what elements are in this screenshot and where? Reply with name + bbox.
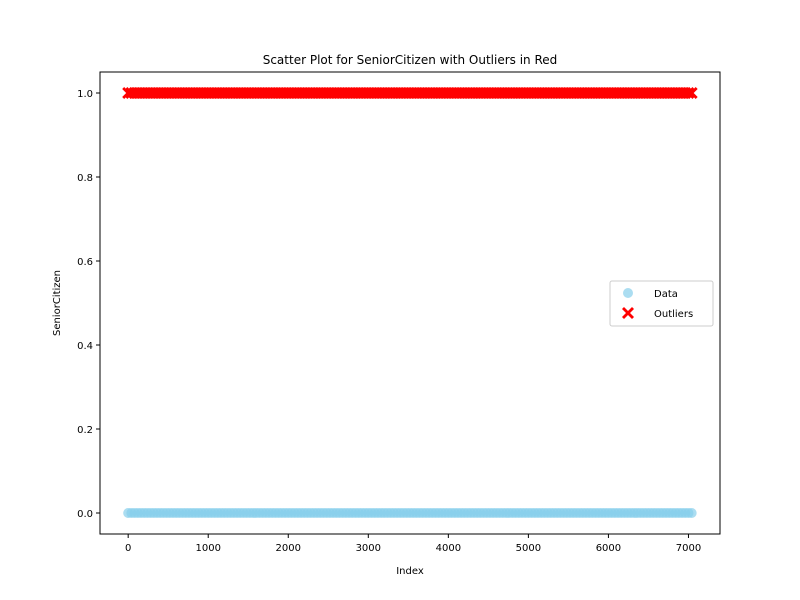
y-tick-label: 0.6 — [77, 257, 93, 268]
y-tick-label: 1.0 — [77, 89, 93, 100]
legend: Data Outliers — [609, 280, 714, 327]
x-tick-label: 4000 — [436, 543, 461, 554]
y-tick-label: 0.0 — [77, 509, 93, 520]
x-tick-label: 1000 — [195, 543, 220, 554]
plot-area — [122, 87, 698, 518]
legend-data-label: Data — [654, 289, 678, 300]
axis-ticks: 0 1000 2000 3000 4000 5000 6000 7000 0.0 0.2 0.4 0.… — [77, 71, 721, 554]
series-data — [123, 508, 697, 518]
legend-outliers-label: Outliers — [654, 309, 693, 320]
x-tick-label: 0 — [125, 543, 131, 554]
series-outliers — [122, 87, 698, 99]
y-tick-label: 0.8 — [77, 173, 93, 184]
data-point — [686, 508, 697, 518]
legend-outliers-marker — [622, 307, 634, 319]
chart-title: Scatter Plot for SeniorCitizen with Outl… — [263, 53, 558, 67]
y-tick-label: 0.4 — [77, 341, 93, 352]
x-tick-label: 3000 — [356, 543, 381, 554]
x-tick-label: 2000 — [276, 543, 301, 554]
legend-box — [609, 280, 714, 327]
y-tick-label: 0.2 — [77, 425, 93, 436]
x-axis-label: Index — [396, 566, 424, 577]
outlier-point — [685, 87, 698, 99]
x-tick-label: 7000 — [676, 543, 701, 554]
outlier-point — [682, 87, 695, 99]
x-tick-label: 6000 — [596, 543, 621, 554]
x-tick-label: 5000 — [516, 543, 541, 554]
legend-data-marker — [623, 288, 633, 298]
y-axis-label: SeniorCitizen — [52, 270, 63, 336]
axes-frame — [99, 71, 721, 535]
